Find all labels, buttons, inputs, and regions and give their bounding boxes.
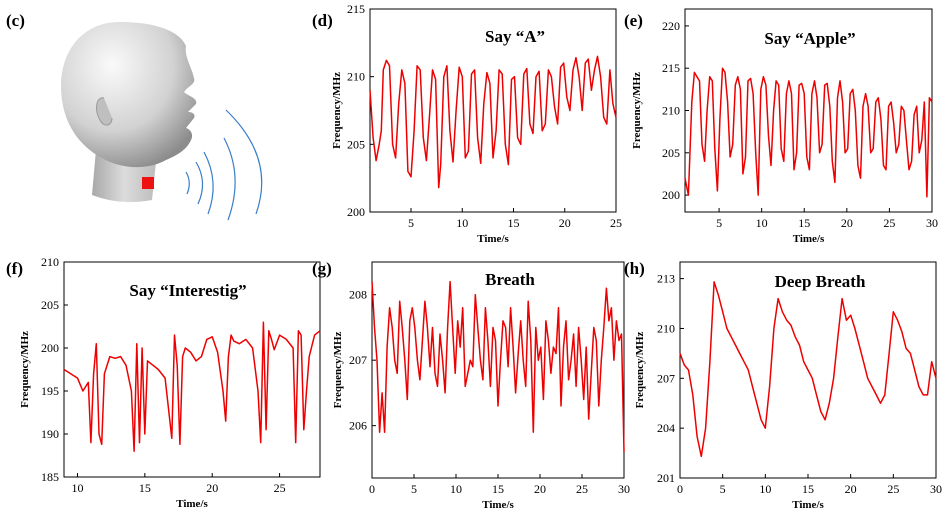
chart-title: Say “A” — [485, 27, 545, 46]
y-tick-label: 207 — [657, 371, 675, 385]
panel-label-g: (g) — [312, 259, 332, 278]
x-tick-label: 20 — [841, 216, 853, 230]
x-tick-label: 25 — [883, 216, 895, 230]
sensor-marker — [142, 177, 154, 189]
x-tick-label: 0 — [677, 482, 683, 496]
series-line — [63, 321, 321, 452]
x-tick-label: 30 — [926, 216, 938, 230]
y-tick-label: 185 — [41, 470, 59, 484]
chart-title: Deep Breath — [775, 272, 866, 291]
y-tick-label: 200 — [662, 188, 680, 202]
x-tick-label: 15 — [798, 216, 810, 230]
y-tick-label: 210 — [41, 255, 59, 269]
y-tick-label: 213 — [657, 272, 675, 286]
x-tick-label: 15 — [802, 482, 814, 496]
y-tick-label: 200 — [347, 205, 365, 219]
x-tick-label: 25 — [610, 216, 622, 230]
panel-label-f: (f) — [6, 259, 23, 278]
y-tick-label: 210 — [347, 70, 365, 84]
x-axis-label: Time/s — [482, 499, 514, 511]
y-axis-label: Frequency/MHz — [331, 72, 343, 149]
series-line — [369, 55, 617, 189]
chart-title: Say “Interestig” — [129, 281, 246, 300]
x-tick-label: 10 — [759, 482, 771, 496]
y-axis-label: Frequency/MHz — [631, 72, 643, 149]
x-tick-label: 20 — [559, 216, 571, 230]
chart-d: 5 10 15 20 25 200 205 210 215 (d) Say “A” Time/s Fre… — [312, 2, 622, 245]
x-tick-label: 5 — [408, 216, 414, 230]
panel-c: (c) — [6, 11, 263, 221]
x-tick-label: 5 — [720, 482, 726, 496]
chart-e: 5 10 15 20 25 30 200 205 210 215 220 (e) Say “Apple”… — [624, 8, 938, 245]
y-tick-label: 195 — [41, 384, 59, 398]
y-tick-label: 205 — [347, 137, 365, 151]
y-tick-label: 201 — [657, 471, 675, 485]
x-tick-label: 15 — [508, 216, 520, 230]
head-illustration — [61, 22, 197, 203]
x-tick-label: 10 — [756, 216, 768, 230]
x-tick-label: 15 — [139, 481, 151, 495]
y-tick-label: 215 — [347, 2, 365, 16]
chart-h: 0 5 10 15 20 25 30 201 204 207 210 213 (h) Deep Breat… — [624, 259, 942, 511]
x-tick-label: 0 — [369, 482, 375, 496]
x-tick-label: 20 — [534, 482, 546, 496]
x-tick-label: 25 — [576, 482, 588, 496]
x-tick-label: 20 — [845, 482, 857, 496]
y-tick-label: 205 — [662, 146, 680, 160]
y-tick-label: 208 — [349, 288, 367, 302]
x-axis-label: Time/s — [477, 233, 509, 245]
y-tick-label: 215 — [662, 61, 680, 75]
chart-title: Breath — [485, 270, 535, 289]
chart-f: 10 15 20 25 185 190 195 200 205 210 (f) Say “Intere… — [6, 255, 321, 510]
series-line — [371, 280, 625, 452]
x-axis-label: Time/s — [176, 498, 208, 510]
sound-waves — [185, 109, 263, 221]
panel-label-c: (c) — [6, 11, 25, 30]
panel-label-h: (h) — [624, 259, 645, 278]
plot-frame — [371, 261, 625, 479]
x-tick-label: 10 — [71, 481, 83, 495]
y-tick-label: 210 — [657, 321, 675, 335]
y-tick-label: 206 — [349, 419, 367, 433]
y-tick-label: 205 — [41, 298, 59, 312]
series-line — [684, 67, 933, 198]
x-tick-label: 10 — [456, 216, 468, 230]
chart-g: 0 5 10 15 20 25 30 206 207 208 (g) Breath Time/s Freq… — [312, 259, 630, 511]
x-axis-label: Time/s — [792, 499, 824, 511]
x-tick-label: 25 — [887, 482, 899, 496]
y-tick-label: 200 — [41, 341, 59, 355]
x-tick-label: 5 — [411, 482, 417, 496]
x-tick-label: 10 — [450, 482, 462, 496]
x-tick-label: 5 — [716, 216, 722, 230]
x-axis-label: Time/s — [793, 233, 825, 245]
x-tick-label: 30 — [618, 482, 630, 496]
series-line — [679, 281, 937, 458]
y-tick-label: 207 — [349, 353, 367, 367]
ear-shape — [96, 97, 113, 126]
y-axis-label: Frequency/MHz — [332, 331, 344, 408]
head-shape — [61, 22, 197, 168]
y-axis-label: Frequency/MHz — [634, 331, 646, 408]
panel-label-d: (d) — [312, 11, 333, 30]
x-tick-label: 20 — [206, 481, 218, 495]
y-tick-label: 220 — [662, 19, 680, 33]
y-axis-label: Frequency/MHz — [19, 331, 31, 408]
y-tick-label: 210 — [662, 104, 680, 118]
panel-label-e: (e) — [624, 11, 643, 30]
y-tick-label: 190 — [41, 427, 59, 441]
chart-title: Say “Apple” — [764, 29, 855, 48]
x-tick-label: 30 — [930, 482, 942, 496]
y-tick-label: 204 — [657, 421, 675, 435]
x-tick-label: 25 — [274, 481, 286, 495]
plot-frame — [369, 8, 617, 213]
x-tick-label: 15 — [492, 482, 504, 496]
